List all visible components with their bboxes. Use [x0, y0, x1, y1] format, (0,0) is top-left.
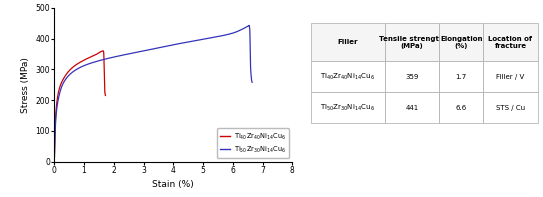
Y-axis label: Stress (MPa): Stress (MPa) — [21, 57, 30, 113]
Legend: Ti$_{40}$Zr$_{40}$Ni$_{14}$Cu$_{6}$, Ti$_{50}$Zr$_{30}$Ni$_{14}$Cu$_{6}$: Ti$_{40}$Zr$_{40}$Ni$_{14}$Cu$_{6}$, Ti$… — [217, 128, 289, 158]
X-axis label: Stain (%): Stain (%) — [153, 180, 194, 189]
